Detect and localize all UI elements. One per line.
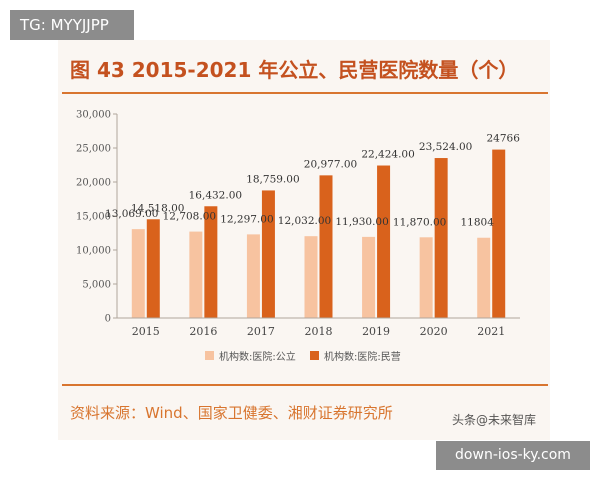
- bar-private: [261, 190, 275, 318]
- x-tick-label: 2015: [132, 325, 160, 338]
- data-label: 22,424.00: [361, 149, 414, 161]
- x-tick-label: 2020: [420, 325, 448, 338]
- bar-public: [362, 236, 376, 318]
- site-badge: down-ios-ky.com: [436, 441, 590, 470]
- source-rule: [62, 384, 548, 386]
- data-label: 11804: [461, 217, 495, 229]
- bar-public: [477, 237, 491, 318]
- data-label: 18,759.00: [246, 173, 299, 185]
- bar-private: [319, 175, 333, 318]
- data-label: 14,518.00: [131, 202, 184, 214]
- bar-private: [204, 206, 218, 318]
- y-tick-label: 25,000: [76, 144, 111, 155]
- data-label: 23,524.00: [419, 141, 472, 153]
- x-tick-label: 2021: [477, 325, 505, 338]
- x-tick-label: 2019: [362, 325, 390, 338]
- bar-public: [189, 231, 203, 318]
- legend-label: 机构数:医院:民营: [324, 350, 401, 363]
- bar-public: [419, 237, 433, 318]
- bar-public: [246, 234, 260, 318]
- x-axis: 2015 2016 2017 2018 2019 2020 2021: [117, 317, 520, 338]
- legend-swatch: [310, 351, 319, 360]
- data-label: 11,870.00: [393, 216, 446, 228]
- bar-private: [492, 149, 506, 318]
- x-tick-label: 2016: [189, 325, 217, 338]
- data-label: 11,930.00: [335, 216, 388, 228]
- x-tick-label: 2018: [305, 325, 333, 338]
- bars: [131, 149, 506, 318]
- data-label: 12,032.00: [278, 215, 331, 227]
- data-labels: 13,069.00 12,708.00 12,297.00 12,032.00 11,9…: [105, 133, 520, 229]
- data-label: 12,297.00: [220, 213, 273, 225]
- bar-private: [146, 219, 160, 318]
- source-note: 资料来源：Wind、国家卫健委、湘财证券研究所: [70, 404, 393, 422]
- legend: 机构数:医院:公立 机构数:医院:民营: [205, 350, 401, 363]
- y-tick-label: 20,000: [76, 178, 111, 189]
- title-rule: [62, 92, 548, 94]
- bar-public: [304, 236, 318, 318]
- legend-swatch: [205, 351, 214, 360]
- data-label: 12,708.00: [163, 211, 216, 223]
- chart-title: 图 43 2015-2021 年公立、民营医院数量（个）: [70, 58, 519, 82]
- watermark: 头条@未来智库: [452, 413, 537, 427]
- data-label: 16,432.00: [189, 189, 242, 201]
- bar-private: [434, 158, 448, 318]
- data-label: 13,069.00: [105, 208, 158, 220]
- x-tick-label: 2017: [247, 325, 275, 338]
- y-tick-label: 10,000: [76, 246, 111, 257]
- y-tick-label: 5,000: [82, 280, 111, 291]
- y-tick-label: 15,000: [76, 212, 111, 223]
- bar-public: [131, 229, 145, 318]
- y-axis: 0 5,000 10,000 15,000 20,000 25,000 30,000: [76, 110, 118, 325]
- y-tick-label: 30,000: [76, 110, 111, 121]
- tg-badge: TG: MYYJJPP: [10, 10, 134, 40]
- data-label: 20,977.00: [304, 158, 357, 170]
- legend-label: 机构数:医院:公立: [219, 350, 296, 363]
- y-tick-label: 0: [105, 314, 111, 325]
- bar-private: [377, 165, 391, 318]
- data-label: 24766: [487, 133, 521, 145]
